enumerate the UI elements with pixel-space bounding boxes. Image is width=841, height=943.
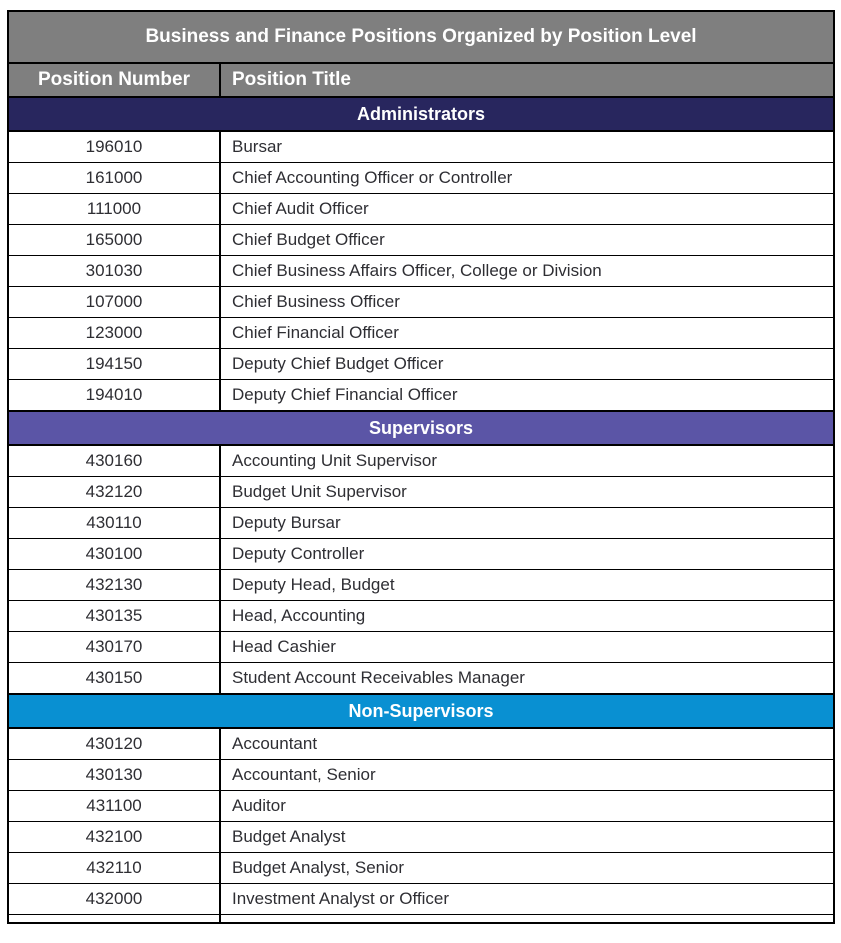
position-number-cell: 301030 [7, 255, 221, 287]
position-number-cell: 432130 [7, 569, 221, 601]
position-title-cell: Accounting Unit Supervisor [219, 444, 835, 477]
table-row: 107000 Chief Business Officer [7, 286, 835, 318]
table-row-partial [7, 914, 835, 924]
column-header-position-number: Position Number [7, 62, 221, 98]
section-header-supervisors: Supervisors [7, 410, 835, 446]
table-row: 431100 Auditor [7, 790, 835, 822]
position-title-cell: Deputy Bursar [219, 507, 835, 539]
table-row: 194010 Deputy Chief Financial Officer [7, 379, 835, 412]
section-row: Supervisors [7, 410, 835, 446]
position-title-cell: Bursar [219, 130, 835, 163]
section-header-administrators: Administrators [7, 96, 835, 132]
position-number-cell: 430130 [7, 759, 221, 791]
position-title-cell: Budget Analyst, Senior [219, 852, 835, 884]
position-number-cell: 161000 [7, 162, 221, 194]
table-row: 432000 Investment Analyst or Officer [7, 883, 835, 915]
position-title-cell: Chief Audit Officer [219, 193, 835, 225]
position-number-cell: 432120 [7, 476, 221, 508]
table-row: 430135 Head, Accounting [7, 600, 835, 632]
position-number-cell: 430160 [7, 444, 221, 477]
position-number-cell [7, 914, 221, 924]
position-number-cell: 430135 [7, 600, 221, 632]
table-row: 161000 Chief Accounting Officer or Contro… [7, 162, 835, 194]
table-row: 123000 Chief Financial Officer [7, 317, 835, 349]
table-title: Business and Finance Positions Organized… [7, 10, 835, 64]
position-number-cell: 430100 [7, 538, 221, 570]
table-row: 432130 Deputy Head, Budget [7, 569, 835, 601]
position-number-cell: 194010 [7, 379, 221, 412]
table-row: 430150 Student Account Receivables Manage… [7, 662, 835, 695]
position-number-cell: 430170 [7, 631, 221, 663]
position-number-cell: 196010 [7, 130, 221, 163]
position-title-cell: Deputy Chief Budget Officer [219, 348, 835, 380]
position-number-cell: 432000 [7, 883, 221, 915]
position-number-cell: 165000 [7, 224, 221, 256]
position-title-cell: Head, Accounting [219, 600, 835, 632]
table-row: 432100 Budget Analyst [7, 821, 835, 853]
section-header-non-supervisors: Non-Supervisors [7, 693, 835, 729]
position-number-cell: 432100 [7, 821, 221, 853]
table-row: 430100 Deputy Controller [7, 538, 835, 570]
position-title-cell: Auditor [219, 790, 835, 822]
table-row: 432120 Budget Unit Supervisor [7, 476, 835, 508]
table-row: 430110 Deputy Bursar [7, 507, 835, 539]
column-header-position-title: Position Title [219, 62, 835, 98]
position-title-cell: Budget Analyst [219, 821, 835, 853]
position-title-cell: Student Account Receivables Manager [219, 662, 835, 695]
position-title-cell: Chief Budget Officer [219, 224, 835, 256]
position-number-cell: 194150 [7, 348, 221, 380]
position-title-cell: Chief Financial Officer [219, 317, 835, 349]
position-number-cell: 111000 [7, 193, 221, 225]
position-title-cell: Chief Business Officer [219, 286, 835, 318]
table-row: 165000 Chief Budget Officer [7, 224, 835, 256]
table-body: Administrators 196010 Bursar 161000 Chief Ac… [7, 96, 835, 924]
position-number-cell: 107000 [7, 286, 221, 318]
table-row: 194150 Deputy Chief Budget Officer [7, 348, 835, 380]
position-title-cell: Deputy Controller [219, 538, 835, 570]
table-row: 301030 Chief Business Affairs Officer, Co… [7, 255, 835, 287]
position-number-cell: 432110 [7, 852, 221, 884]
table-row: 196010 Bursar [7, 130, 835, 163]
section-row: Non-Supervisors [7, 693, 835, 729]
position-number-cell: 430150 [7, 662, 221, 695]
table-row: 111000 Chief Audit Officer [7, 193, 835, 225]
position-title-cell: Chief Accounting Officer or Controller [219, 162, 835, 194]
position-number-cell: 430120 [7, 727, 221, 760]
position-title-cell: Deputy Head, Budget [219, 569, 835, 601]
position-title-cell: Head Cashier [219, 631, 835, 663]
position-title-cell: Chief Business Affairs Officer, College … [219, 255, 835, 287]
table-title-row: Business and Finance Positions Organized… [7, 10, 835, 64]
table-row: 430160 Accounting Unit Supervisor [7, 444, 835, 477]
position-title-cell: Deputy Chief Financial Officer [219, 379, 835, 412]
section-row: Administrators [7, 96, 835, 132]
table-row: 430120 Accountant [7, 727, 835, 760]
position-number-cell: 123000 [7, 317, 221, 349]
position-title-cell: Budget Unit Supervisor [219, 476, 835, 508]
table-row: 432110 Budget Analyst, Senior [7, 852, 835, 884]
position-title-cell: Investment Analyst or Officer [219, 883, 835, 915]
position-number-cell: 430110 [7, 507, 221, 539]
position-number-cell: 431100 [7, 790, 221, 822]
table-row: 430130 Accountant, Senior [7, 759, 835, 791]
position-title-cell: Accountant, Senior [219, 759, 835, 791]
position-title-cell: Accountant [219, 727, 835, 760]
positions-table: Business and Finance Positions Organized… [7, 10, 835, 924]
table-row: 430170 Head Cashier [7, 631, 835, 663]
column-header-row: Position Number Position Title [7, 62, 835, 98]
position-title-cell [219, 914, 835, 924]
